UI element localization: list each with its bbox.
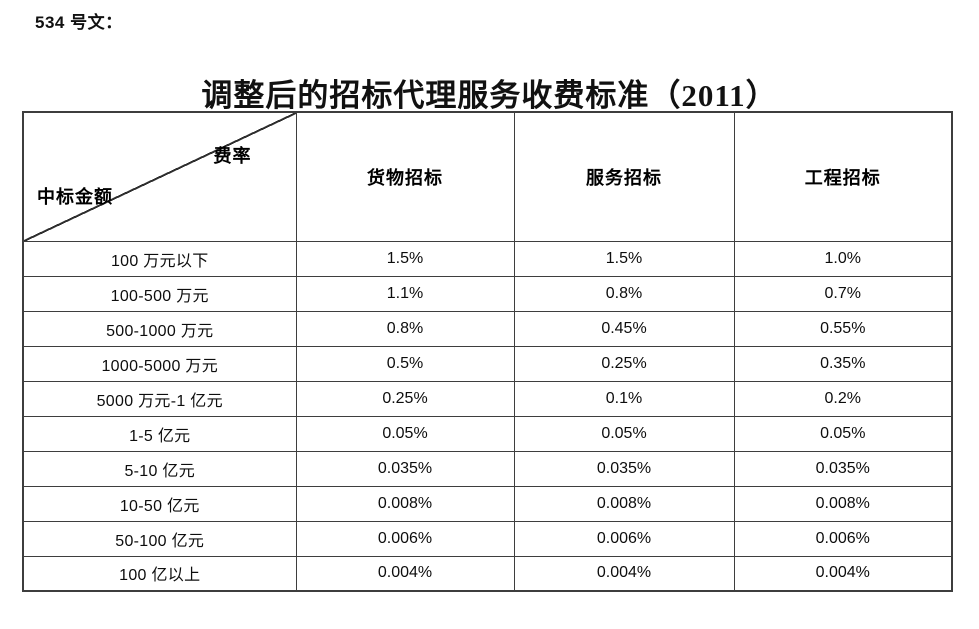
cell-service-rate: 0.006% xyxy=(513,520,735,557)
table-row: 100 亿以上 0.004% 0.004% 0.004% xyxy=(22,555,953,592)
table-row: 50-100 亿元 0.006% 0.006% 0.006% xyxy=(22,520,953,557)
header-row: 费率 中标金额 货物招标 服务招标 工程招标 xyxy=(22,111,953,242)
cell-engineering-rate: 0.2% xyxy=(733,380,953,417)
cell-engineering-rate: 0.006% xyxy=(733,520,953,557)
cell-engineering-rate: 0.05% xyxy=(733,415,953,452)
fee-table: 费率 中标金额 货物招标 服务招标 工程招标 100 万元以下 1.5% 1.5… xyxy=(22,111,953,592)
cell-service-rate: 0.05% xyxy=(513,415,735,452)
cell-engineering-rate: 0.004% xyxy=(733,555,953,592)
cell-service-rate: 0.004% xyxy=(513,555,735,592)
corner-header-cell: 费率 中标金额 xyxy=(22,111,297,242)
table-row: 500-1000 万元 0.8% 0.45% 0.55% xyxy=(22,310,953,347)
column-header-goods: 货物招标 xyxy=(295,111,515,242)
table-row: 5-10 亿元 0.035% 0.035% 0.035% xyxy=(22,450,953,487)
table-row: 100-500 万元 1.1% 0.8% 0.7% xyxy=(22,275,953,312)
column-header-service: 服务招标 xyxy=(513,111,735,242)
table-row: 10-50 亿元 0.008% 0.008% 0.008% xyxy=(22,485,953,522)
cell-service-rate: 0.45% xyxy=(513,310,735,347)
cell-goods-rate: 1.5% xyxy=(295,240,515,277)
row-amount-label: 500-1000 万元 xyxy=(22,310,297,347)
cell-goods-rate: 0.006% xyxy=(295,520,515,557)
cell-engineering-rate: 0.035% xyxy=(733,450,953,487)
cell-service-rate: 1.5% xyxy=(513,240,735,277)
cell-engineering-rate: 0.7% xyxy=(733,275,953,312)
cell-service-rate: 0.1% xyxy=(513,380,735,417)
doc-number-label: 534 号文： xyxy=(35,13,123,32)
table-row: 1000-5000 万元 0.5% 0.25% 0.35% xyxy=(22,345,953,382)
cell-goods-rate: 0.8% xyxy=(295,310,515,347)
row-amount-label: 5000 万元-1 亿元 xyxy=(22,380,297,417)
cell-engineering-rate: 0.008% xyxy=(733,485,953,522)
row-amount-label: 5-10 亿元 xyxy=(22,450,297,487)
row-amount-label: 1-5 亿元 xyxy=(22,415,297,452)
table-row: 5000 万元-1 亿元 0.25% 0.1% 0.2% xyxy=(22,380,953,417)
cell-engineering-rate: 0.55% xyxy=(733,310,953,347)
cell-goods-rate: 0.004% xyxy=(295,555,515,592)
page-title: 调整后的招标代理服务收费标准（2011） xyxy=(201,77,778,113)
diagonal-divider-line xyxy=(24,113,296,241)
table-row: 1-5 亿元 0.05% 0.05% 0.05% xyxy=(22,415,953,452)
cell-goods-rate: 0.035% xyxy=(295,450,515,487)
column-header-engineering: 工程招标 xyxy=(733,111,953,242)
cell-service-rate: 0.25% xyxy=(513,345,735,382)
row-amount-label: 100 万元以下 xyxy=(22,240,297,277)
row-amount-label: 100-500 万元 xyxy=(22,275,297,312)
cell-service-rate: 0.008% xyxy=(513,485,735,522)
cell-service-rate: 0.035% xyxy=(513,450,735,487)
row-amount-label: 50-100 亿元 xyxy=(22,520,297,557)
cell-service-rate: 0.8% xyxy=(513,275,735,312)
cell-goods-rate: 0.25% xyxy=(295,380,515,417)
cell-engineering-rate: 0.35% xyxy=(733,345,953,382)
corner-label-rate: 费率 xyxy=(213,146,252,166)
cell-engineering-rate: 1.0% xyxy=(733,240,953,277)
row-amount-label: 1000-5000 万元 xyxy=(22,345,297,382)
cell-goods-rate: 0.5% xyxy=(295,345,515,382)
row-amount-label: 100 亿以上 xyxy=(22,555,297,592)
cell-goods-rate: 1.1% xyxy=(295,275,515,312)
fee-table-body: 100 万元以下 1.5% 1.5% 1.0% 100-500 万元 1.1% … xyxy=(22,240,953,592)
corner-label-amount: 中标金额 xyxy=(37,186,113,207)
cell-goods-rate: 0.008% xyxy=(295,485,515,522)
row-amount-label: 10-50 亿元 xyxy=(22,485,297,522)
cell-goods-rate: 0.05% xyxy=(295,415,515,452)
table-row: 100 万元以下 1.5% 1.5% 1.0% xyxy=(22,240,953,277)
